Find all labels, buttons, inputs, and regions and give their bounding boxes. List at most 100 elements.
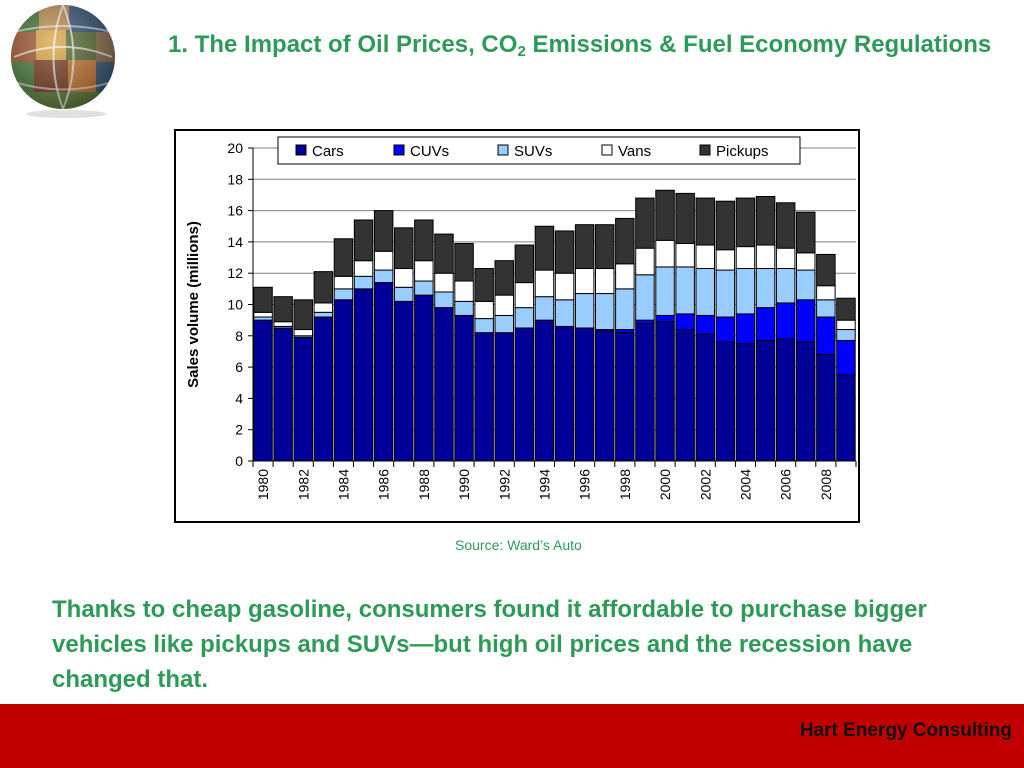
bar-pickups-1998 [615,217,635,265]
title-text-2: Emissions & Fuel Economy Regulations [525,31,992,58]
chart-source: Source: Ward’s Auto [455,537,582,553]
bar-suvs-2000 [655,266,675,316]
bar-suvs-2009 [836,329,856,341]
bar-suvs-2001 [675,266,695,315]
bar-cars-1980 [253,319,273,462]
bar-suvs-1987 [394,286,414,302]
bar-pickups-2005 [755,196,776,246]
bar-pickups-2001 [675,192,695,244]
bar-vans-2003 [715,249,736,271]
bar-vans-1989 [434,272,454,293]
y-tick-label: 16 [227,203,243,219]
page-title: 1. The Impact of Oil Prices, CO2 Emissio… [168,28,998,62]
bar-suvs-1999 [635,274,655,321]
x-tick-label: 1994 [536,469,552,500]
bar-cars-1995 [554,325,575,462]
legend-label-suvs: SUVs [514,143,552,160]
y-tick-label: 2 [235,422,243,438]
x-tick-label: 1986 [376,469,392,500]
bar-cuvs-2002 [695,314,715,335]
globe-collage-icon [11,5,115,118]
bar-cars-2009 [836,374,856,462]
bar-suvs-1983 [313,311,334,318]
legend-swatch-vans [601,144,613,156]
bar-cars-1994 [534,319,555,462]
bar-pickups-1985 [353,219,374,262]
bar-pickups-1989 [434,233,454,274]
y-tick-label: 10 [227,297,243,313]
footer-company-name: Hart Energy Consulting [799,720,1012,741]
legend-swatch-suvs [497,144,509,156]
bar-pickups-1981 [273,296,293,323]
bar-pickups-1991 [474,268,494,302]
bar-cars-1987 [394,300,414,462]
bar-cars-1999 [635,322,655,462]
bar-cars-1998 [615,332,635,462]
title-text-1: 1. The Impact of Oil Prices, CO [168,31,518,58]
bar-suvs-1991 [474,318,494,334]
x-tick-label: 1996 [577,469,593,500]
y-tick-label: 0 [235,453,243,469]
y-tick-label: 20 [227,140,243,156]
bar-cars-1986 [373,282,394,462]
bar-suvs-2004 [735,268,756,315]
bar-vans-1981 [273,321,293,327]
bar-cars-1991 [474,332,494,462]
bar-cars-1985 [353,288,374,462]
legend-label-cars: Cars [312,143,344,160]
bar-pickups-1992 [494,260,514,296]
bar-cuvs-2001 [675,313,695,331]
bar-pickups-1980 [253,286,273,313]
bar-vans-1983 [313,302,334,313]
bar-pickups-1993 [514,244,535,284]
bar-vans-1992 [494,294,514,316]
legend-label-cuvs: CUVs [410,143,449,160]
bar-cars-1996 [574,327,595,462]
bar-suvs-2007 [796,269,816,301]
bar-cars-1992 [494,332,514,462]
bar-cuvs-2008 [816,316,836,356]
bar-vans-2006 [775,247,796,270]
bar-cuvs-2003 [715,316,736,343]
bar-suvs-1995 [554,299,575,327]
bar-suvs-1993 [514,307,535,329]
bar-cars-2007 [796,341,816,462]
bar-suvs-1996 [574,293,595,329]
title-subscript: 2 [517,43,526,60]
bar-pickups-1997 [595,224,615,270]
stacked-bar-chart: 0 2 4 6 8 10 12 14 16 18 20 1980 1982 1984 1986 1988 199… [185,136,857,500]
bar-vans-2005 [755,244,776,270]
bar-vans-2004 [735,246,756,270]
bar-vans-1985 [353,260,374,277]
bar-suvs-1994 [534,296,555,321]
bar-vans-1991 [474,300,494,320]
x-tick-label: 1992 [496,469,512,500]
bar-cars-1984 [333,299,354,462]
bar-cuvs-2004 [735,313,756,345]
bar-pickups-2008 [816,253,836,287]
bar-suvs-1985 [353,275,374,290]
bar-suvs-1988 [414,280,434,296]
bar-vans-1987 [394,268,414,288]
x-tick-label: 1982 [295,469,311,500]
bar-suvs-1997 [595,293,615,331]
legend-box [277,136,801,165]
bar-suvs-2002 [695,268,715,316]
bar-suvs-1989 [434,291,454,309]
bar-cars-1990 [454,314,474,462]
bar-cuvs-2006 [775,302,796,340]
bar-vans-1999 [635,247,655,276]
bar-pickups-2007 [796,211,816,254]
bar-cars-1989 [434,307,454,462]
bar-suvs-1992 [494,314,514,334]
x-tick-label: 1990 [456,469,472,500]
bar-suvs-2008 [816,299,836,318]
bar-suvs-2005 [755,268,776,309]
bar-vans-1986 [373,250,394,271]
bar-suvs-2006 [775,268,796,304]
x-tick-label: 2000 [657,469,673,500]
bar-cars-2008 [816,354,836,462]
y-tick-label: 12 [227,265,243,281]
bar-vans-1997 [595,268,615,295]
legend-label-vans: Vans [618,143,651,160]
